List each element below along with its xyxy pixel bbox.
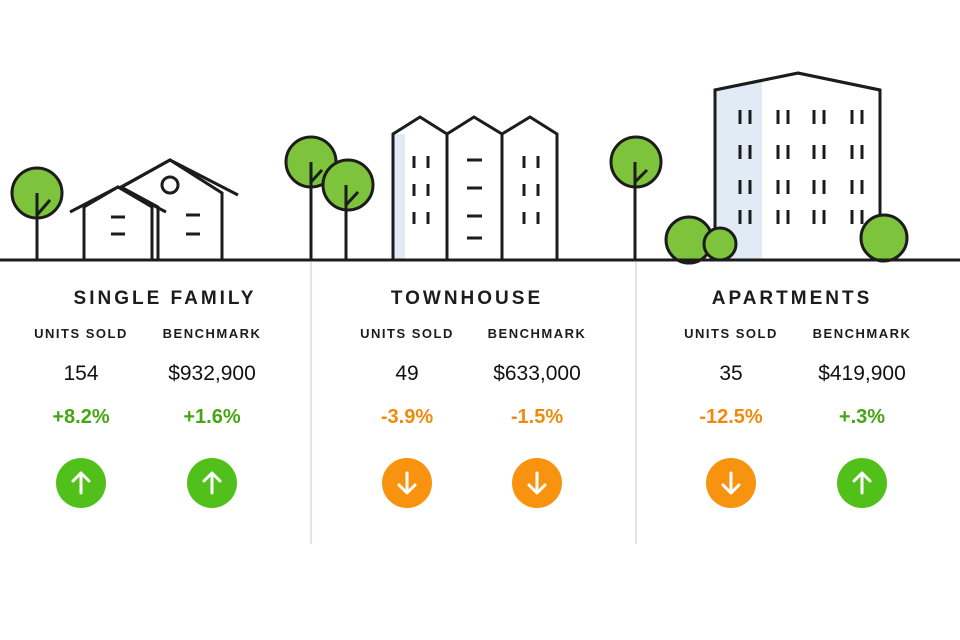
arrow-down-icon [706, 458, 756, 508]
tree-icon [10, 166, 64, 260]
metric-change: -12.5% [699, 406, 763, 428]
metric-label: BENCHMARK [162, 326, 262, 341]
metric-change: -3.9% [380, 406, 434, 428]
metric-value: $419,900 [818, 362, 906, 385]
benchmark-metric: BENCHMARK $633,000 -1.5% [472, 326, 602, 508]
units-sold-metric: UNITS SOLD 35 -12.5% [666, 326, 796, 508]
column-divider [635, 262, 637, 544]
arrow-up-icon [837, 458, 887, 508]
panel-title: APARTMENTS [711, 288, 873, 309]
tree-icon [284, 135, 338, 260]
arrow-down-icon [382, 458, 432, 508]
apartments-panel: APARTMENTS UNITS SOLD 35 -12.5% BENCHMAR… [637, 262, 947, 544]
metric-label: UNITS SOLD [360, 326, 454, 341]
units-sold-metric: UNITS SOLD 49 -3.9% [342, 326, 472, 508]
metric-change: +8.2% [52, 406, 110, 428]
column-divider [310, 262, 312, 544]
benchmark-metric: BENCHMARK $419,900 +.3% [797, 326, 927, 508]
arrow-up-icon [187, 458, 237, 508]
metric-value: 154 [63, 362, 99, 385]
panel-title: TOWNHOUSE [390, 288, 544, 309]
house-icon [69, 158, 239, 262]
benchmark-metric: BENCHMARK $932,900 +1.6% [147, 326, 277, 508]
single-family-panel: SINGLE FAMILY UNITS SOLD 154 +8.2% BENCH… [0, 262, 310, 544]
metric-value: $932,900 [168, 362, 256, 385]
metric-value: $633,000 [493, 362, 581, 385]
bush-icon [664, 213, 909, 265]
apartment-building-icon [713, 71, 882, 262]
arrow-down-icon [512, 458, 562, 508]
townhouse-icon [391, 115, 559, 260]
metric-label: UNITS SOLD [684, 326, 778, 341]
panel-title: SINGLE FAMILY [73, 288, 257, 309]
metric-label: UNITS SOLD [34, 326, 128, 341]
metric-change: -1.5% [510, 406, 564, 428]
metric-change: +.3% [838, 406, 886, 428]
tree-icon [609, 135, 663, 260]
metric-change: +1.6% [183, 406, 241, 428]
metric-value: 35 [719, 362, 743, 385]
townhouse-panel: TOWNHOUSE UNITS SOLD 49 -3.9% BENCHMARK … [312, 262, 622, 544]
metric-label: BENCHMARK [487, 326, 587, 341]
metric-label: BENCHMARK [812, 326, 912, 341]
tree-icon [321, 158, 375, 260]
arrow-up-icon [56, 458, 106, 508]
units-sold-metric: UNITS SOLD 154 +8.2% [16, 326, 146, 508]
metric-value: 49 [395, 362, 419, 385]
